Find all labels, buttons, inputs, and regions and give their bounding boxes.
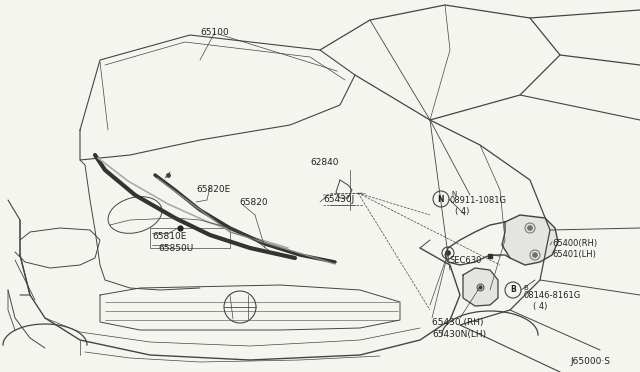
Text: N: N xyxy=(451,191,456,197)
Text: 65820E: 65820E xyxy=(196,185,230,194)
Text: 65820: 65820 xyxy=(239,198,268,207)
Polygon shape xyxy=(463,268,498,306)
Bar xyxy=(150,228,230,248)
Text: B: B xyxy=(523,285,528,291)
Text: ( 4): ( 4) xyxy=(455,207,469,216)
Text: 65810E: 65810E xyxy=(152,232,186,241)
Text: 65430J: 65430J xyxy=(323,195,355,204)
Circle shape xyxy=(532,253,538,257)
Text: 65400(RH): 65400(RH) xyxy=(552,239,597,248)
Text: ( 4): ( 4) xyxy=(533,302,547,311)
Text: 65100: 65100 xyxy=(200,28,228,37)
Circle shape xyxy=(445,250,451,256)
Text: 65401(LH): 65401(LH) xyxy=(552,250,596,259)
Text: 08911-1081G: 08911-1081G xyxy=(450,196,507,205)
Text: 65430N(LH): 65430N(LH) xyxy=(432,330,486,339)
Text: 62840: 62840 xyxy=(310,158,339,167)
Text: 65850U: 65850U xyxy=(158,244,193,253)
Circle shape xyxy=(527,225,532,231)
Text: 08146-8161G: 08146-8161G xyxy=(523,291,580,300)
Polygon shape xyxy=(502,215,558,265)
Text: N: N xyxy=(438,195,444,203)
Text: 65430 (RH): 65430 (RH) xyxy=(432,318,483,327)
Text: J65000·S: J65000·S xyxy=(570,357,610,366)
Text: B: B xyxy=(510,285,516,295)
Text: SEC630: SEC630 xyxy=(450,256,483,265)
